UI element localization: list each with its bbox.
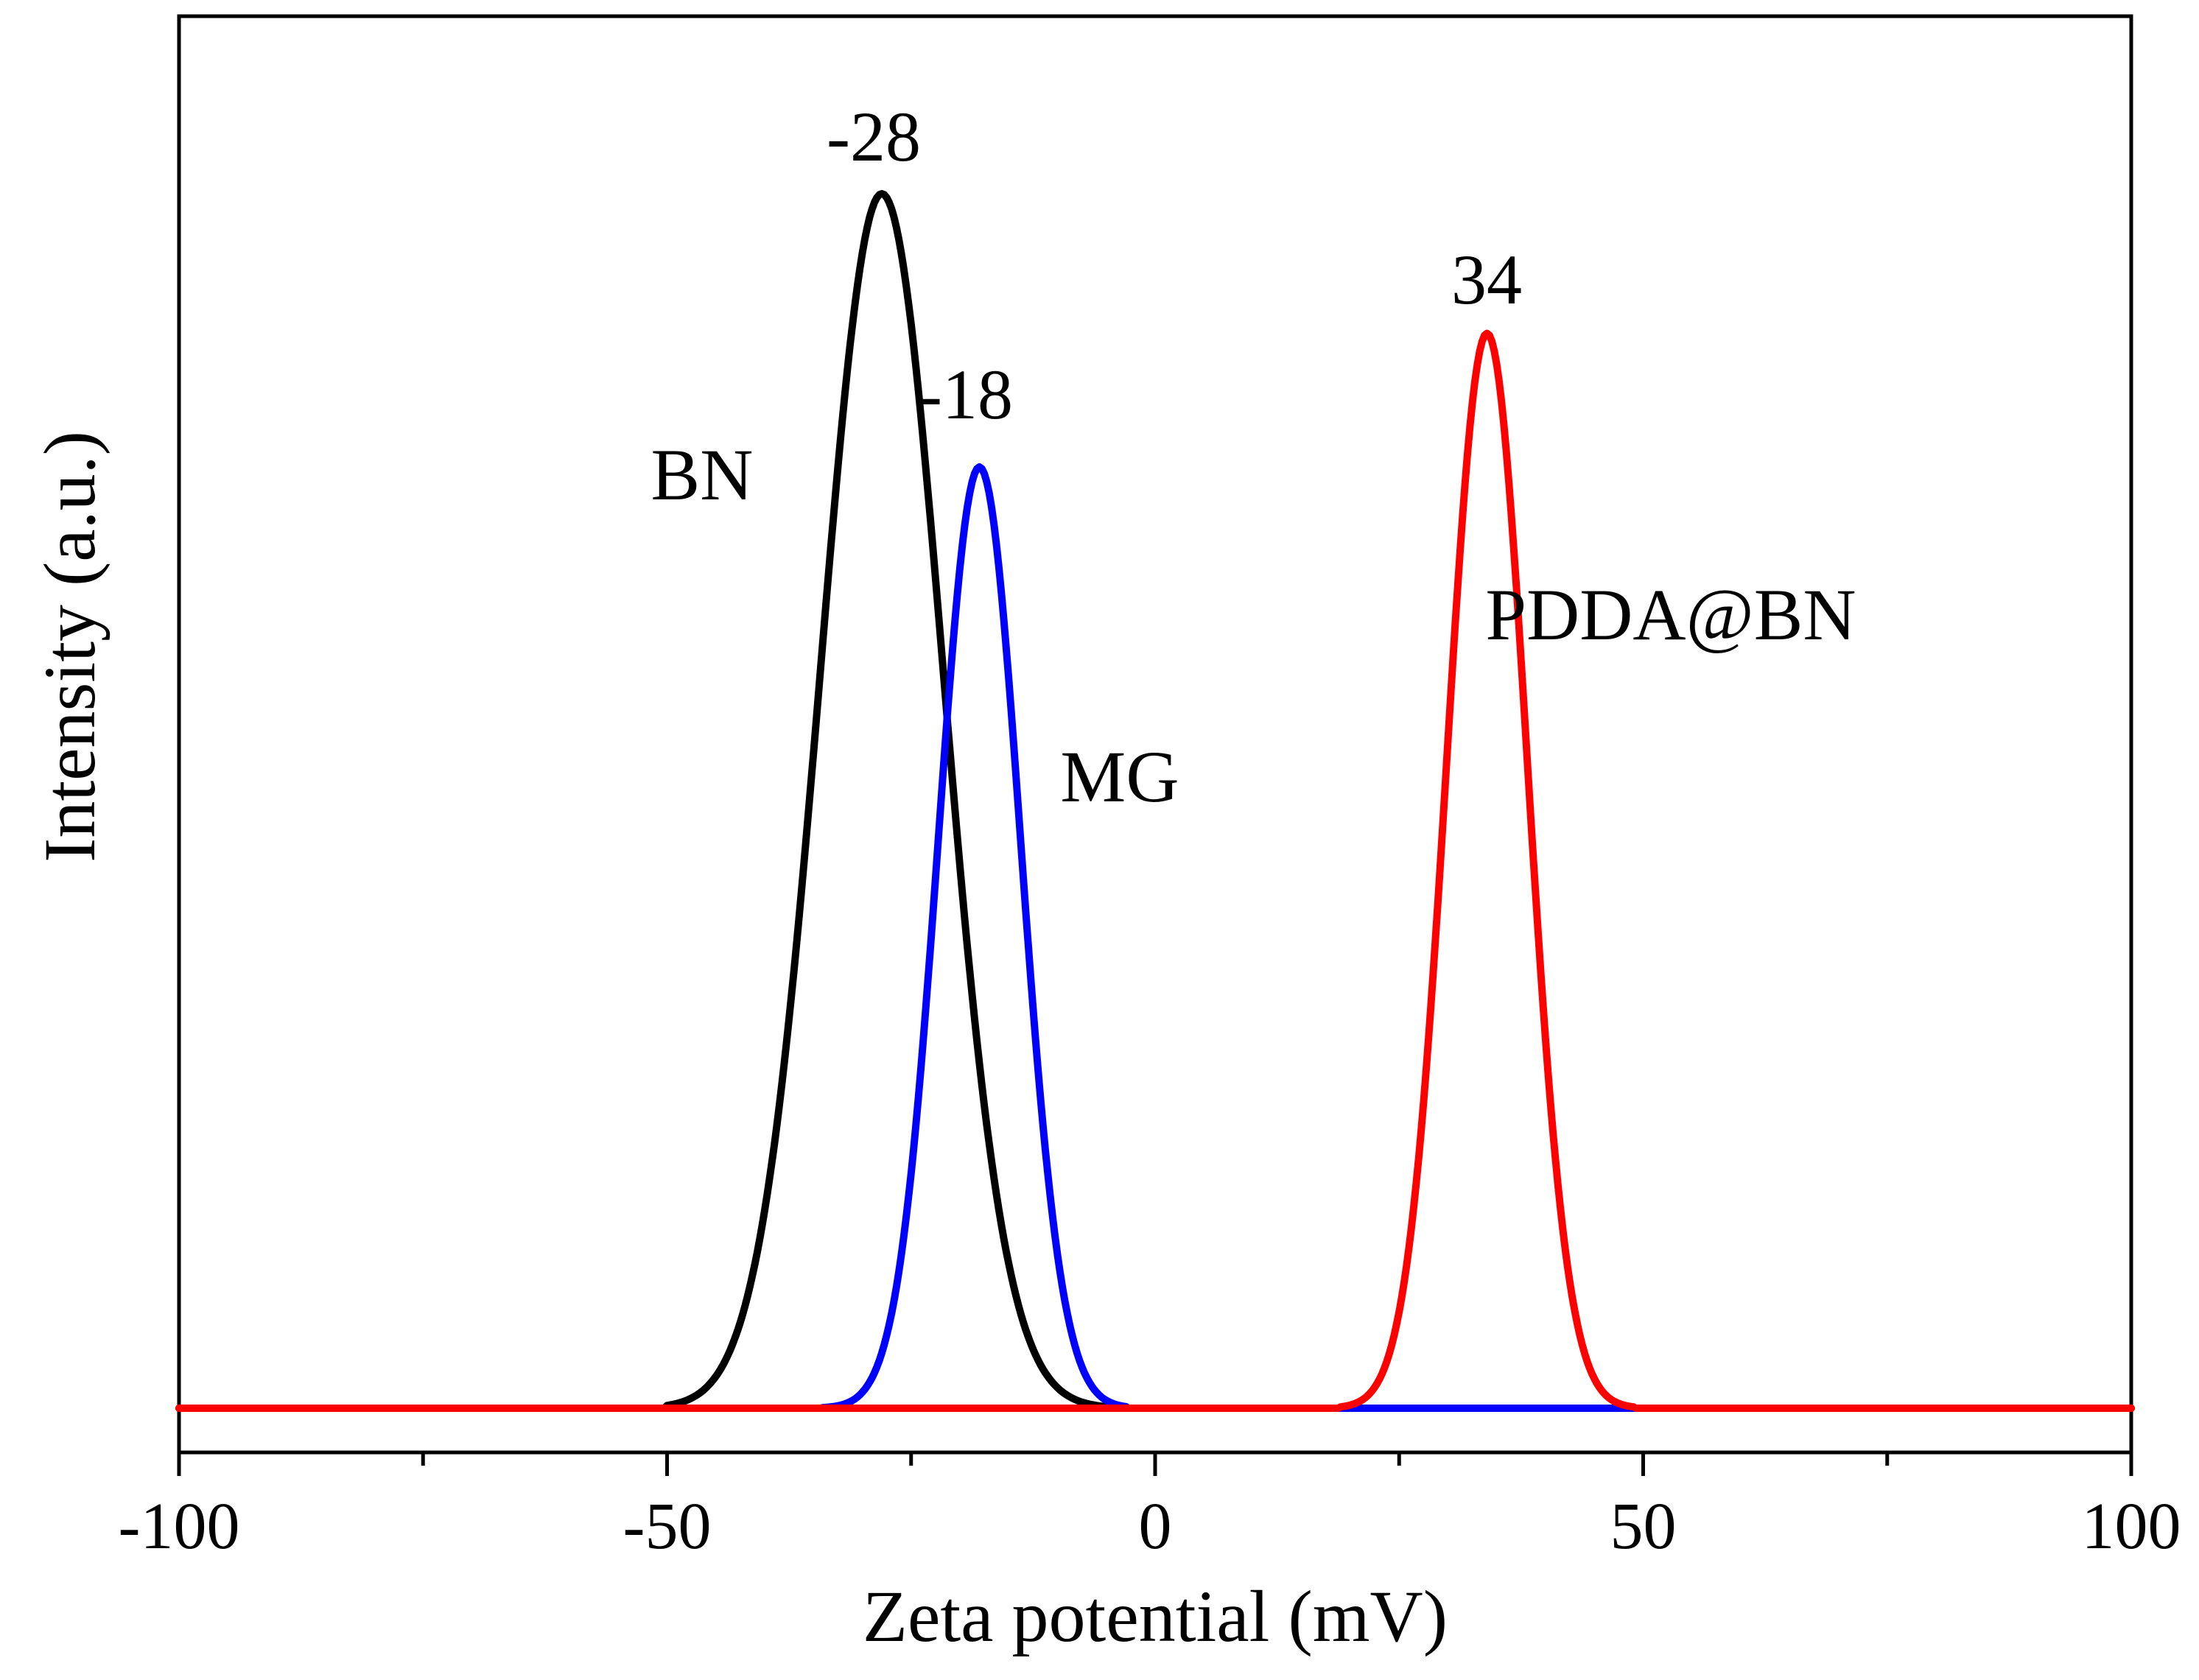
y-axis-title: Intensity (a.u.) [29, 431, 111, 862]
curve-label-mg: MG [1060, 736, 1179, 818]
x-tick-label: 50 [1610, 1490, 1677, 1563]
x-tick-label: -50 [623, 1490, 712, 1563]
x-tick-label: 100 [2082, 1490, 2181, 1563]
x-tick-label: 0 [1139, 1490, 1172, 1563]
peak-label-mg: -18 [919, 355, 1013, 434]
plot-frame [177, 14, 2133, 1455]
curve-label-pdda-bn: PDDA@BN [1485, 574, 1856, 656]
peak-label-pdda-bn: 34 [1451, 240, 1522, 319]
peak-label-bn: -28 [827, 97, 921, 176]
x-tick-label: -100 [119, 1490, 240, 1563]
x-axis-title: Zeta potential (mV) [863, 1575, 1448, 1657]
series-layer [175, 190, 2135, 1412]
curve-label-bn: BN [651, 434, 754, 516]
series-line-pdda-bn [175, 329, 2135, 1412]
annotations-layer: -28 BN -18 MG 34 PDDA@BN [651, 97, 1856, 818]
x-axis-ticks: -100 -50 0 50 100 [119, 1452, 2181, 1563]
